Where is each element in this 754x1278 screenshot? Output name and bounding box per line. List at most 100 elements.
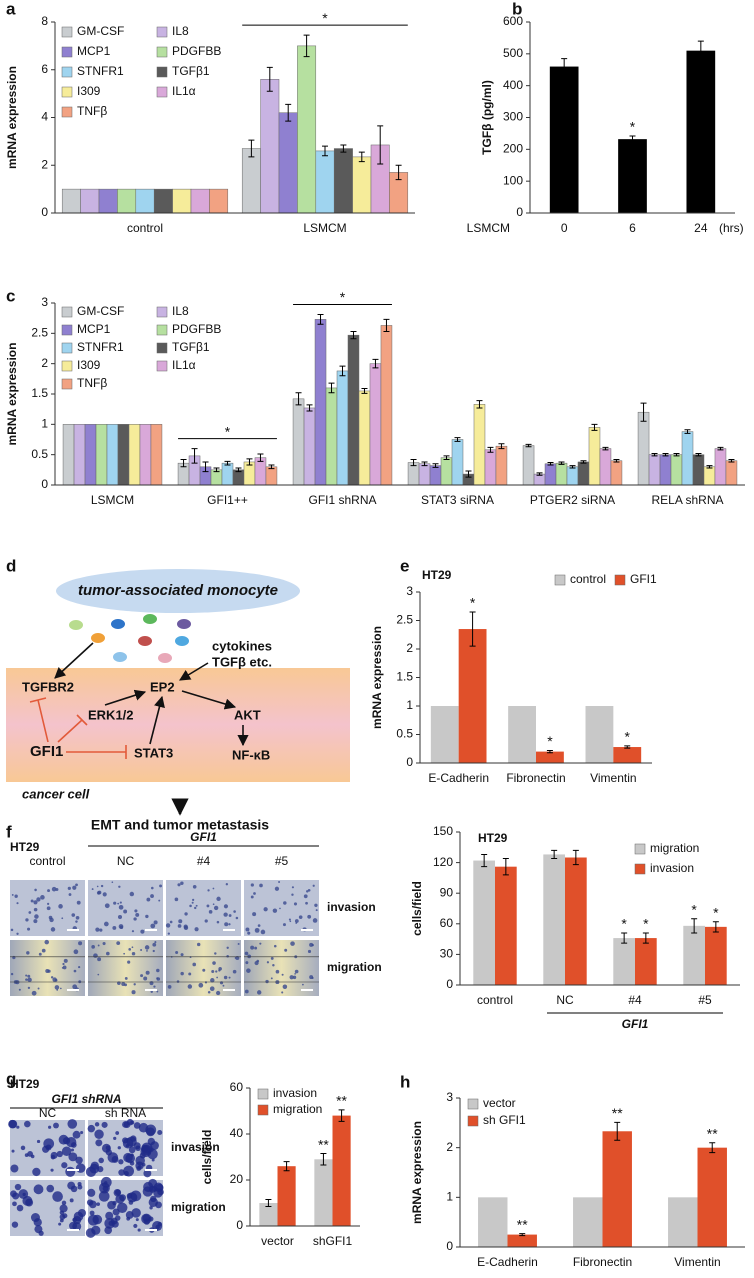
cell-dot [192,898,195,902]
cell-dot [33,900,38,905]
cell-dot [149,1147,154,1152]
significance: ** [612,1105,623,1121]
significance: ** [318,1136,329,1152]
cell-dot [279,907,281,910]
bar [172,188,192,214]
cell-dot [204,919,208,923]
legend-label: TGFβ1 [172,340,210,354]
cell-dot [106,951,110,956]
group-annotation: * [322,10,328,26]
legend-swatch [156,86,168,98]
error-bar [303,34,310,58]
cell-dot [145,914,149,919]
cell-dot [259,883,263,888]
y-axis-label: cells/field [410,881,424,936]
panel-letter: g [6,1069,16,1088]
cell-dot [123,909,128,914]
legend-swatch [467,1098,479,1110]
cell-dot [10,1164,19,1173]
cell-dot [78,965,81,969]
cell-dot [210,978,215,983]
cell-dot [51,886,57,892]
legend-label: invasion [273,1086,317,1100]
cell-dot [12,955,16,960]
x-tick-label: 24 [694,221,708,235]
bar [648,454,661,486]
cell-dot [46,906,51,911]
bar [352,156,372,214]
panel-letter: d [6,556,16,575]
cell-dot [257,924,261,927]
bar [277,1166,296,1226]
cell-dot [75,1156,83,1165]
error-bar [717,446,724,451]
cell-dot [226,954,229,958]
y-tick-label: 2.5 [31,326,48,340]
error-bar [697,40,704,61]
cell-dot [96,885,99,888]
cell-dot [183,925,189,931]
error-bar [202,461,209,473]
cell-dot [117,902,120,905]
y-tick-label: 20 [230,1172,244,1186]
cell-dot [58,1134,69,1145]
arrow [181,690,237,710]
cell-dot [283,901,287,905]
y-tick-label: 120 [433,855,453,869]
legend-swatch [156,66,168,78]
chart: e HT29 mRNA expression 0 0.5 1 1.5 2 2.5 3 * * * E-Ca… [370,556,657,785]
cell-dot [298,915,303,919]
legend-swatch [634,863,646,875]
cell-dot [119,901,122,904]
cell-dot [223,975,228,980]
cell-dot [216,976,219,979]
significance: ** [336,1093,347,1109]
chart: cells/field 0 20 40 60 ** ** vector shGFI1 invasi… [200,1080,360,1248]
bar [473,404,486,486]
y-axis-label: mRNA expression [410,1121,424,1224]
cell-dot [87,1188,96,1197]
x-tick-label: vector [261,1234,294,1248]
significance: ** [707,1125,718,1141]
cell-dot [30,1213,40,1223]
cell-dot [117,1146,121,1150]
cell-dot [314,903,318,907]
cell-dot [124,976,128,980]
cell-dot [67,1119,78,1129]
cell-dot [154,941,157,944]
bar [670,454,683,486]
panel-letter: c [6,286,15,305]
cell-dot [89,1210,95,1216]
y-tick-label: 1 [446,1190,453,1204]
cell-dot [96,1202,101,1206]
cell-dot [174,897,179,902]
bar [478,1197,508,1247]
bar [588,427,601,486]
significance: ** [517,1216,528,1232]
legend-swatch [61,378,73,390]
cell-dot [198,982,204,988]
y-tick-label: 30 [440,947,454,961]
column-label: #4 [197,854,211,868]
node-akt: AKT [234,707,261,722]
cell-dot [91,945,95,949]
arrow [104,689,147,706]
inhibition [66,745,127,759]
cell-dot [121,982,126,986]
error-bar [709,1142,716,1154]
cell-dot [91,888,94,890]
cell-dot [250,883,254,887]
chart: HT29 cells/field 0 30 60 90 120 150 * * * * control N… [410,824,740,1031]
significance: * [643,916,649,932]
cell-dot [140,1146,152,1158]
cell-dot [113,1136,117,1141]
legend-label: GM-CSF [77,24,124,38]
cell-dot [117,914,123,920]
cell-dot [75,915,80,920]
legend-label: STNFR1 [77,64,124,78]
cell-dot [86,1199,94,1206]
bar [705,926,727,985]
cell-dot [50,927,56,932]
cell-dot [289,975,294,980]
y-tick-label: 1 [406,698,413,712]
